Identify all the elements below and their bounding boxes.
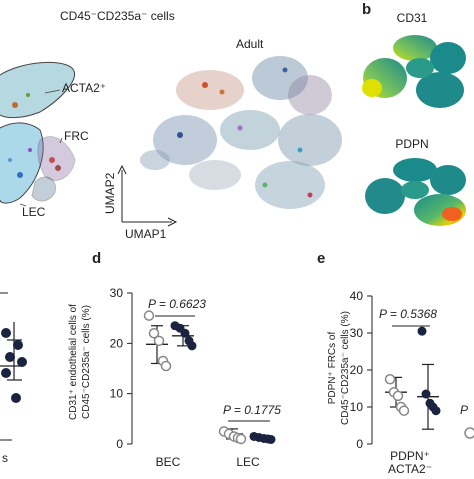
axis-umap1: UMAP1: [125, 227, 167, 241]
panel-d-letter: d: [92, 250, 101, 267]
panel-e-cat1-line1: PDPN⁺: [390, 449, 430, 463]
umap-axes: [117, 164, 178, 227]
label-pdpn: PDPN: [395, 137, 428, 151]
panel-left-partial: [0, 292, 27, 441]
label-adult: Adult: [236, 37, 264, 51]
d-tick-label: 20: [110, 336, 124, 350]
panel-e-partial-mark: [464, 427, 474, 439]
panel-e-p-value: P = 0.5368: [379, 307, 437, 321]
e-data-point: [431, 406, 441, 416]
umap-clusters-left: [0, 61, 76, 204]
umap-adult: [140, 56, 342, 209]
d-tick-label: 0: [116, 437, 123, 451]
panel-e-marks: [384, 326, 441, 430]
umap-cd31: [362, 35, 466, 108]
label-cd31: CD31: [397, 11, 428, 25]
umap-pdpn: [365, 158, 466, 226]
panel-d-ticks: 0 10 20 30: [110, 286, 132, 451]
d-tick-label: 10: [110, 387, 124, 401]
panel-e-cat1-line2: ACTA2⁻: [388, 462, 432, 474]
e-tick-label: 20: [350, 363, 364, 377]
e-tick-label: 40: [350, 289, 364, 303]
partial-tick-label: s: [2, 451, 8, 465]
e-tick-label: 30: [350, 326, 364, 340]
panel-e-ylabel-1: PDPN⁺ FRCs of: [327, 332, 338, 405]
d-data-point: [153, 335, 165, 347]
panel-b-letter: b: [362, 1, 371, 18]
e-data-point: [392, 390, 404, 402]
e-data-point: [421, 389, 431, 399]
panel-d-ylabel-2: CD45⁻CD235a⁻ cells (%): [81, 305, 92, 419]
d-tick-label: 30: [110, 286, 124, 300]
e-data-point: [398, 405, 410, 416]
axis-umap2: UMAP2: [103, 172, 117, 214]
d-data-point: [235, 433, 247, 445]
d-data-point: [143, 310, 155, 321]
panel-d-ylabel-1: CD31⁺ endothelial cells of: [68, 304, 79, 420]
d-data-point: [160, 360, 172, 372]
d-data-point: [187, 341, 197, 351]
panel-d-marks: [143, 310, 276, 445]
d-data-point: [180, 328, 190, 338]
panel-e-p-partial: P: [460, 403, 468, 417]
e-tick-label: 0: [356, 437, 363, 451]
panel-e-ticks: 0 10 20 30 40: [350, 289, 372, 451]
panel-d-cat-lec: LEC: [236, 455, 260, 469]
panel-d-cat-bec: BEC: [156, 455, 181, 469]
panel-e-letter: e: [317, 250, 325, 267]
label-frc: FRC: [64, 129, 89, 143]
d-data-point: [266, 434, 276, 444]
panel-d-p-bec: P = 0.6623: [148, 297, 206, 311]
panel-e-ylabel-2: CD45⁻CD235a⁻ cells (%): [340, 311, 351, 425]
umap-header: CD45⁻CD235a⁻ cells: [60, 9, 175, 23]
e-data-point: [384, 374, 396, 385]
d-data-point: [148, 328, 160, 339]
label-lec: LEC: [22, 205, 46, 219]
panel-d-p-lec: P = 0.1775: [223, 403, 281, 417]
e-data-point: [417, 326, 427, 336]
e-tick-label: 10: [350, 400, 364, 414]
label-acta2: ACTA2⁺: [62, 81, 106, 95]
